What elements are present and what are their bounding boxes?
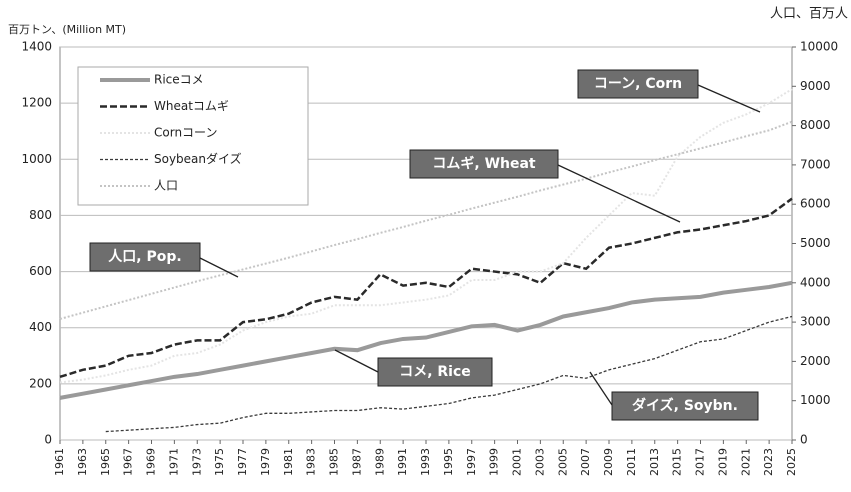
series-line <box>59 280 793 400</box>
y2-tick-label: 3000 <box>800 315 831 329</box>
y2-tick-label: 6000 <box>800 197 831 211</box>
x-tick-label: 1999 <box>488 448 501 476</box>
x-tick-label: 2021 <box>739 448 752 476</box>
annotation-label: コメ, Rice <box>399 364 471 380</box>
x-tick-label: 2019 <box>716 448 729 476</box>
x-tick-label: 2003 <box>533 448 546 476</box>
annotation-leader <box>697 84 761 113</box>
x-tick-label: 2023 <box>762 448 775 476</box>
x-tick-label: 1971 <box>167 448 180 476</box>
y2-tick-label: 4000 <box>800 275 831 289</box>
annotation-box <box>577 69 699 99</box>
x-tick-label: 1983 <box>305 448 318 476</box>
x-tick-label: 1965 <box>99 448 112 476</box>
legend-label: Wheatコムギ <box>154 99 229 113</box>
x-tick-label: 2007 <box>579 448 592 476</box>
annotation-label: ダイズ, Soybn. <box>632 397 738 414</box>
annotation-leader <box>557 164 681 223</box>
x-tick-label: 1989 <box>373 448 386 476</box>
y2-tick-label: 2000 <box>800 354 831 368</box>
x-tick-label: 2013 <box>648 448 661 476</box>
y-axis-title: 百万トン、(Million MT) <box>8 23 126 36</box>
x-tick-label: 1995 <box>442 448 455 476</box>
x-tick-label: 1979 <box>259 448 272 476</box>
y-tick-label: 600 <box>29 264 52 278</box>
y2-tick-label: 8000 <box>800 118 831 132</box>
legend-label: 人口 <box>154 179 178 193</box>
y-tick-label: 800 <box>29 208 52 222</box>
annotation-box <box>377 357 493 387</box>
x-tick-label: 2005 <box>556 448 569 476</box>
y2-tick-label: 1000 <box>800 393 831 407</box>
x-tick-label: 1977 <box>236 448 249 476</box>
legend-label: Cornコーン <box>154 126 217 140</box>
legend-label: Soybeanダイズ <box>154 151 242 166</box>
x-tick-label: 2011 <box>625 448 638 476</box>
x-tick-label: 1961 <box>53 448 66 476</box>
legend-box <box>77 66 309 206</box>
x-tick-label: 1991 <box>396 448 409 476</box>
annotation-leader <box>589 371 613 406</box>
x-tick-label: 1973 <box>190 448 203 476</box>
x-tick-label: 2017 <box>694 448 707 476</box>
annotation-label: コーン, Corn <box>594 76 682 92</box>
y2-tick-label: 9000 <box>800 79 831 93</box>
annotation-box <box>409 149 559 179</box>
y-tick-label: 1000 <box>21 152 52 166</box>
x-tick-label: 2001 <box>511 448 524 476</box>
series-line <box>59 197 793 379</box>
y2-axis-title: 人口、百万人 <box>770 7 848 22</box>
y2-tick-label: 0 <box>800 433 808 447</box>
annotation-box <box>611 391 759 421</box>
x-tick-label: 2025 <box>785 448 798 476</box>
x-tick-label: 2015 <box>671 448 684 476</box>
series-line <box>59 88 793 384</box>
y2-tick-label: 5000 <box>800 236 831 250</box>
y-tick-label: 200 <box>29 376 52 390</box>
x-tick-label: 1987 <box>350 448 363 476</box>
x-tick-label: 1981 <box>282 448 295 476</box>
x-tick-label: 1997 <box>465 448 478 476</box>
x-tick-label: 1975 <box>213 448 226 476</box>
x-tick-label: 2009 <box>602 448 615 476</box>
y-tick-label: 0 <box>44 433 52 447</box>
series-line <box>105 315 793 433</box>
annotation-leader <box>334 349 379 373</box>
y-tick-label: 400 <box>29 320 52 334</box>
y2-tick-label: 10000 <box>800 40 838 54</box>
y-tick-label: 1200 <box>21 96 52 110</box>
y2-tick-label: 7000 <box>800 157 831 171</box>
annotation-label: コムギ, Wheat <box>432 155 536 172</box>
annotation-box <box>89 242 201 272</box>
annotation-leader <box>199 257 239 278</box>
x-tick-label: 1967 <box>122 448 135 476</box>
legend-label: Riceコメ <box>154 73 204 87</box>
x-tick-label: 1985 <box>328 448 341 476</box>
x-tick-label: 1993 <box>419 448 432 476</box>
annotation-label: 人口, Pop. <box>108 248 181 265</box>
x-tick-label: 1963 <box>76 448 89 476</box>
y-tick-label: 1400 <box>21 40 52 54</box>
x-tick-label: 1969 <box>145 448 158 476</box>
